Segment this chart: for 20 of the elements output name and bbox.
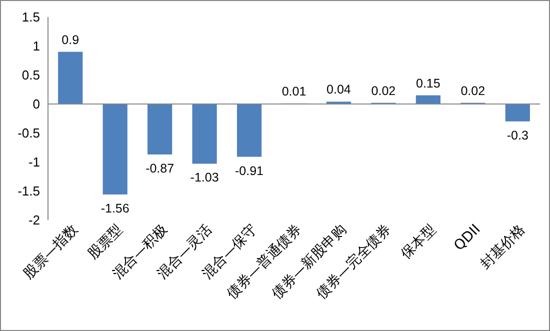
y-tick-label: -0.5 [18,126,40,141]
data-label: 0.02 [460,84,486,98]
data-label: -1.03 [190,170,219,185]
data-label: -1.56 [100,201,130,216]
y-tick-label: 1 [32,38,40,54]
data-label: -0.3 [506,128,528,142]
data-label: 0.04 [326,82,351,97]
data-label: -0.87 [146,161,174,176]
y-tick-label: 0.5 [22,68,40,83]
y-tick-label: 0 [32,96,40,112]
data-label: 0.15 [416,76,440,90]
y-tick-label: -1 [28,154,40,170]
data-label: 0.9 [62,32,80,47]
y-tick-label: 1.5 [22,10,40,25]
data-label: 0.01 [282,84,306,98]
y-tick-label: -1.5 [18,184,40,199]
data-label: -0.91 [235,164,264,178]
data-label: 0.02 [371,84,396,98]
y-tick-label: -2 [28,212,40,228]
x-tick-label: 保本型 [398,222,440,263]
